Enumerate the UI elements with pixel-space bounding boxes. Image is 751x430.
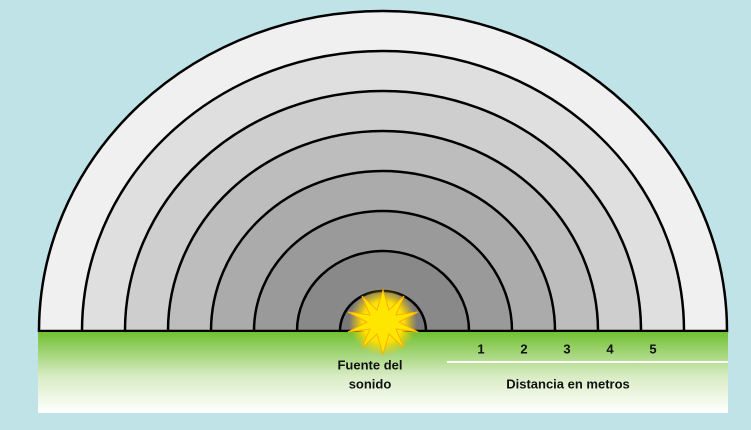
source-label-line: Fuente del	[337, 357, 402, 372]
distance-tick-label: 1	[477, 341, 484, 356]
distance-tick-label: 2	[520, 341, 527, 356]
distance-tick-label: 5	[649, 341, 656, 356]
scale-label: Distancia en metros	[506, 376, 630, 391]
sound-source	[347, 288, 419, 356]
distance-tick-label: 4	[606, 341, 614, 356]
source-label-line: sonido	[349, 376, 392, 391]
distance-tick-label: 3	[563, 341, 570, 356]
distance-ticks: 1 2 3 4 5	[477, 341, 656, 356]
source-star	[347, 288, 419, 356]
